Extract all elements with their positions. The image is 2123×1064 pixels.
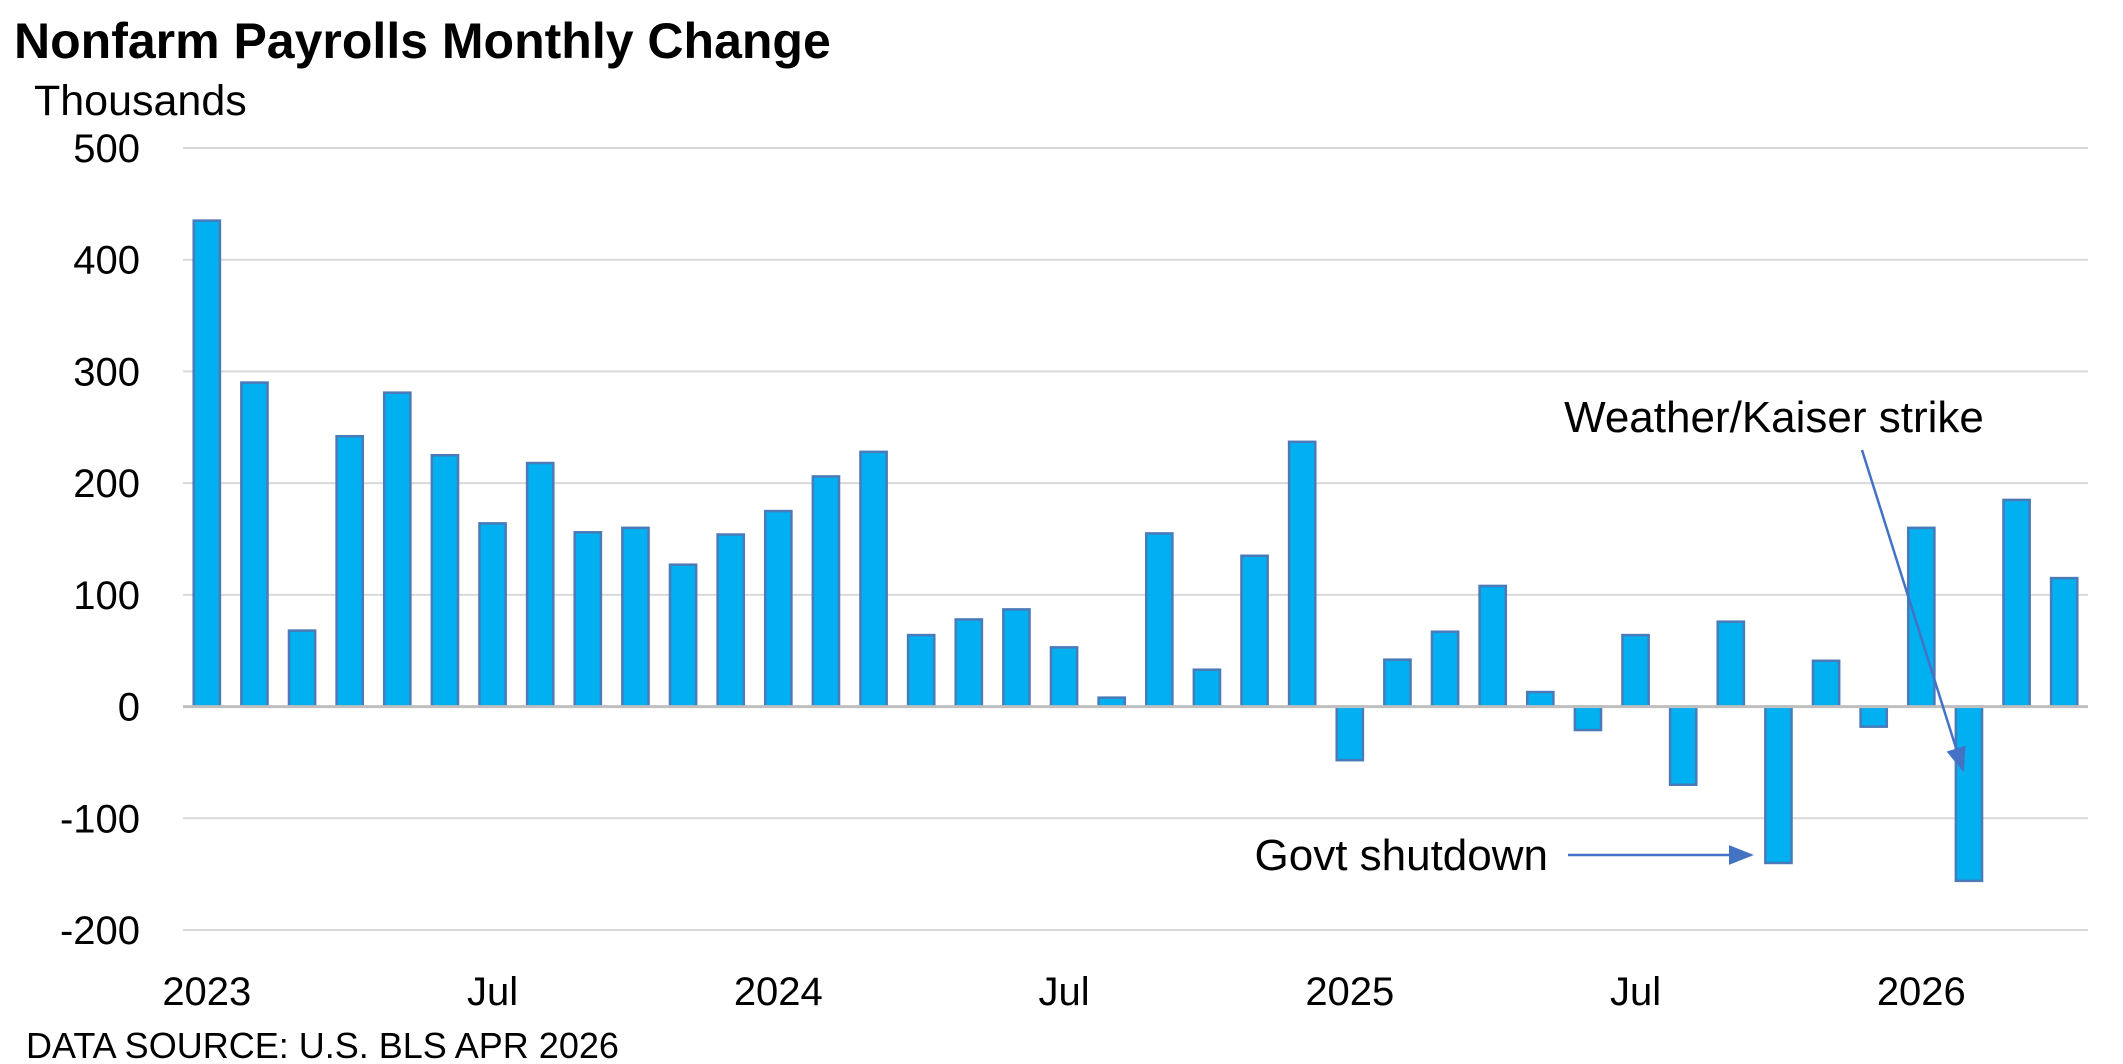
x-tick-label: 2026 [1877, 970, 1966, 1014]
bar-2023-10 [621, 526, 650, 708]
bar-2023-09 [573, 531, 603, 708]
bar-2025-04 [1478, 584, 1508, 708]
y-tick-label: -200 [60, 909, 140, 953]
bar-2023-11 [668, 563, 698, 708]
bar-2023-04 [335, 434, 365, 708]
bar-2023-02 [240, 381, 269, 708]
x-tick-label: Jul [1610, 970, 1661, 1014]
bar-2024-11 [1240, 554, 1269, 708]
x-tick-label: 2023 [162, 970, 251, 1014]
annotation-govt-shutdown: Govt shutdown [1255, 831, 1549, 880]
y-tick-label: 300 [73, 350, 140, 394]
x-tick-label: Jul [1038, 970, 1089, 1014]
annotations: Govt shutdown Weather/Kaiser strike [1255, 393, 1984, 880]
bar-2025-08 [1668, 705, 1698, 787]
bar-2025-07 [1621, 633, 1650, 708]
bar-2025-10 [1764, 705, 1793, 865]
y-tick-label: -100 [60, 797, 140, 841]
arrow-weather-strike [1860, 449, 1966, 773]
gridlines [183, 147, 2088, 931]
x-axis-ticks: 2023 Jul 2024 Jul 2025 Jul 2026 [162, 970, 1965, 1014]
y-tick-label: 100 [73, 574, 140, 618]
bar-2023-05 [382, 391, 412, 708]
bar-2024-09 [1144, 532, 1174, 708]
bar-2024-04 [906, 633, 936, 708]
bar-2026-03 [2002, 498, 2031, 708]
bar-2025-12 [1859, 705, 1889, 728]
y-tick-label: 0 [118, 686, 140, 730]
bar-2023-08 [525, 461, 555, 708]
bar-2026-01 [1906, 526, 1936, 708]
bar-2025-02 [1383, 658, 1412, 708]
y-tick-label: 500 [73, 127, 140, 171]
y-axis-units-label: Thousands [34, 77, 247, 125]
bar-2025-03 [1430, 630, 1460, 708]
bar-2023-07 [478, 522, 507, 708]
bar-2024-07 [1049, 646, 1079, 708]
bar-2024-03 [859, 450, 888, 708]
bar-2024-06 [1002, 608, 1031, 708]
bar-2026-02 [1954, 705, 1984, 883]
y-axis-ticks: 500 400 300 200 100 0 -100 -200 [60, 127, 140, 953]
y-tick-label: 200 [73, 462, 140, 506]
bar-2024-05 [954, 618, 984, 708]
bar-2023-03 [287, 629, 317, 708]
x-tick-label: 2024 [734, 970, 823, 1014]
x-tick-label: 2025 [1305, 970, 1394, 1014]
chart-title: Nonfarm Payrolls Monthly Change [14, 13, 831, 69]
bar-2024-01 [763, 509, 793, 708]
bar-2023-06 [430, 453, 460, 708]
bars [192, 219, 2079, 883]
bar-2024-02 [811, 475, 841, 708]
bar-2025-05 [1525, 690, 1555, 708]
bar-2026-04 [2049, 576, 2079, 708]
data-source-note: DATA SOURCE: U.S. BLS APR 2026 [26, 1025, 619, 1064]
bar-2024-10 [1192, 668, 1222, 708]
bar-2023-01 [192, 219, 222, 708]
y-tick-label: 400 [73, 239, 140, 283]
annotation-weather-strike: Weather/Kaiser strike [1564, 393, 1984, 442]
bar-2025-11 [1811, 659, 1841, 708]
bar-2025-06 [1573, 705, 1603, 732]
bar-2024-12 [1287, 440, 1317, 708]
bar-2025-09 [1716, 620, 1746, 708]
bar-2023-12 [716, 533, 746, 708]
x-tick-label: Jul [467, 970, 518, 1014]
bar-2025-01 [1335, 705, 1365, 762]
